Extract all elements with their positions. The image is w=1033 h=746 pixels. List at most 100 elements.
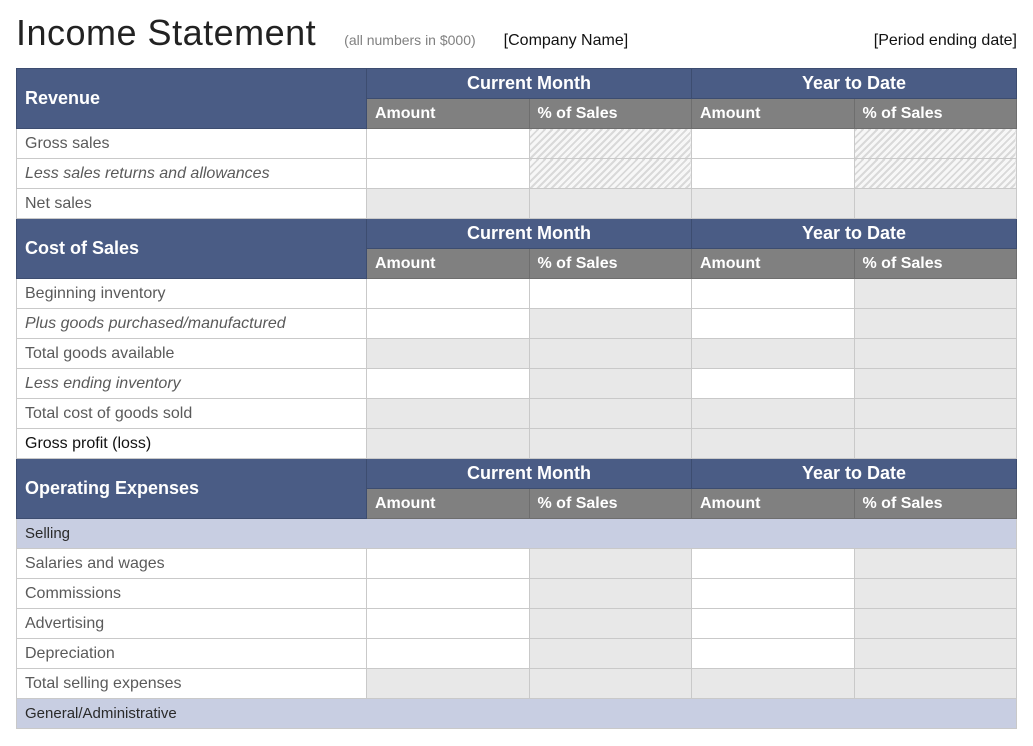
data-cell[interactable] <box>692 159 855 189</box>
row-label: Gross profit (loss) <box>17 429 367 459</box>
data-cell[interactable] <box>529 429 692 459</box>
company-name: [Company Name] <box>504 32 629 54</box>
data-cell[interactable] <box>529 309 692 339</box>
row-label: Less ending inventory <box>17 369 367 399</box>
data-cell[interactable] <box>854 429 1017 459</box>
data-cell[interactable] <box>854 609 1017 639</box>
table-row: Gross sales <box>17 129 1017 159</box>
col-group-current: Current Month <box>367 69 692 99</box>
row-label: Salaries and wages <box>17 549 367 579</box>
data-cell[interactable] <box>367 669 530 699</box>
data-cell[interactable] <box>529 579 692 609</box>
data-cell[interactable] <box>692 429 855 459</box>
table-row: Total goods available <box>17 339 1017 369</box>
data-cell[interactable] <box>529 609 692 639</box>
col-amount-current: Amount <box>367 249 530 279</box>
data-cell[interactable] <box>854 189 1017 219</box>
data-cell[interactable] <box>529 159 692 189</box>
table-row: Depreciation <box>17 639 1017 669</box>
data-cell[interactable] <box>367 279 530 309</box>
data-cell[interactable] <box>367 579 530 609</box>
data-cell[interactable] <box>367 339 530 369</box>
data-cell[interactable] <box>367 369 530 399</box>
data-cell[interactable] <box>854 639 1017 669</box>
col-pct-ytd: % of Sales <box>854 99 1017 129</box>
subgroup-band: Selling <box>17 519 1017 549</box>
table-row: Total selling expenses <box>17 669 1017 699</box>
data-cell[interactable] <box>367 129 530 159</box>
period-ending: [Period ending date] <box>874 32 1017 54</box>
col-group-current: Current Month <box>367 219 692 249</box>
col-pct-ytd: % of Sales <box>854 489 1017 519</box>
data-cell[interactable] <box>529 129 692 159</box>
data-cell[interactable] <box>854 579 1017 609</box>
data-cell[interactable] <box>529 339 692 369</box>
col-group-ytd: Year to Date <box>692 219 1017 249</box>
data-cell[interactable] <box>692 639 855 669</box>
row-label: Commissions <box>17 579 367 609</box>
data-cell[interactable] <box>854 129 1017 159</box>
row-label: Less sales returns and allowances <box>17 159 367 189</box>
data-cell[interactable] <box>367 159 530 189</box>
data-cell[interactable] <box>854 669 1017 699</box>
table-row: Less sales returns and allowances <box>17 159 1017 189</box>
data-cell[interactable] <box>854 549 1017 579</box>
table-row: Beginning inventory <box>17 279 1017 309</box>
section-title: Revenue <box>17 69 367 129</box>
col-group-current: Current Month <box>367 459 692 489</box>
data-cell[interactable] <box>854 309 1017 339</box>
data-cell[interactable] <box>529 549 692 579</box>
data-cell[interactable] <box>692 129 855 159</box>
col-amount-ytd: Amount <box>692 99 855 129</box>
table-row: Salaries and wages <box>17 549 1017 579</box>
col-group-ytd: Year to Date <box>692 459 1017 489</box>
data-cell[interactable] <box>692 369 855 399</box>
col-amount-ytd: Amount <box>692 489 855 519</box>
data-cell[interactable] <box>367 609 530 639</box>
subgroup-band: General/Administrative <box>17 699 1017 729</box>
data-cell[interactable] <box>854 159 1017 189</box>
data-cell[interactable] <box>529 189 692 219</box>
data-cell[interactable] <box>529 639 692 669</box>
income-statement-table: RevenueCurrent MonthYear to DateAmount% … <box>16 68 1017 729</box>
table-row: Total cost of goods sold <box>17 399 1017 429</box>
units-subtitle: (all numbers in $000) <box>344 32 476 54</box>
col-pct-current: % of Sales <box>529 489 692 519</box>
data-cell[interactable] <box>367 399 530 429</box>
data-cell[interactable] <box>367 549 530 579</box>
section-title: Operating Expenses <box>17 459 367 519</box>
data-cell[interactable] <box>367 189 530 219</box>
data-cell[interactable] <box>692 279 855 309</box>
data-cell[interactable] <box>692 339 855 369</box>
data-cell[interactable] <box>692 189 855 219</box>
data-cell[interactable] <box>367 639 530 669</box>
data-cell[interactable] <box>367 309 530 339</box>
row-label: Advertising <box>17 609 367 639</box>
data-cell[interactable] <box>529 369 692 399</box>
data-cell[interactable] <box>692 309 855 339</box>
row-label: Total goods available <box>17 339 367 369</box>
row-label: Plus goods purchased/manufactured <box>17 309 367 339</box>
data-cell[interactable] <box>692 669 855 699</box>
data-cell[interactable] <box>367 429 530 459</box>
col-amount-ytd: Amount <box>692 249 855 279</box>
row-label: Beginning inventory <box>17 279 367 309</box>
col-group-ytd: Year to Date <box>692 69 1017 99</box>
data-cell[interactable] <box>529 669 692 699</box>
table-row: Less ending inventory <box>17 369 1017 399</box>
col-amount-current: Amount <box>367 99 530 129</box>
data-cell[interactable] <box>854 399 1017 429</box>
data-cell[interactable] <box>529 279 692 309</box>
data-cell[interactable] <box>854 339 1017 369</box>
table-row: Plus goods purchased/manufactured <box>17 309 1017 339</box>
data-cell[interactable] <box>692 579 855 609</box>
row-label: Total cost of goods sold <box>17 399 367 429</box>
data-cell[interactable] <box>854 279 1017 309</box>
data-cell[interactable] <box>854 369 1017 399</box>
data-cell[interactable] <box>692 549 855 579</box>
data-cell[interactable] <box>529 399 692 429</box>
row-label: Depreciation <box>17 639 367 669</box>
row-label: Total selling expenses <box>17 669 367 699</box>
data-cell[interactable] <box>692 399 855 429</box>
data-cell[interactable] <box>692 609 855 639</box>
